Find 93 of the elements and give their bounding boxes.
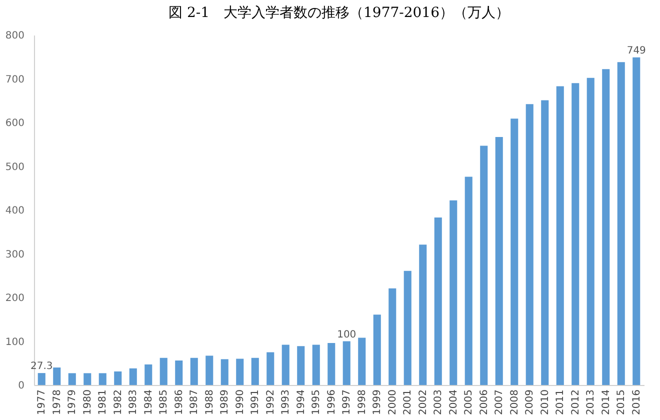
bar xyxy=(312,344,320,385)
x-tick-label: 1978 xyxy=(52,390,63,415)
chart-title: 図 2-1 大学入学者数の推移（1977-2016）（万人） xyxy=(168,5,510,21)
x-tick-label: 2005 xyxy=(464,390,475,415)
bar xyxy=(236,358,244,385)
bar xyxy=(98,373,106,385)
bar xyxy=(53,368,61,385)
x-tick-label: 2014 xyxy=(600,390,612,415)
y-tick-label: 400 xyxy=(5,206,24,216)
bar xyxy=(450,200,458,385)
x-tick-label: 1990 xyxy=(234,390,246,415)
y-tick-label: 500 xyxy=(5,162,24,173)
bar xyxy=(434,217,442,385)
y-tick-label: 100 xyxy=(5,336,24,348)
x-tick-label: 2015 xyxy=(616,390,628,415)
bar xyxy=(328,343,336,385)
x-tick-label: 1992 xyxy=(265,390,276,415)
bar xyxy=(266,352,274,385)
x-tick-label: 1987 xyxy=(189,390,200,415)
bar xyxy=(404,270,412,385)
data-label: 749 xyxy=(626,45,646,56)
y-tick-label: 700 xyxy=(5,74,24,86)
bar xyxy=(190,358,198,385)
bar xyxy=(282,344,290,385)
x-tick-label: 2008 xyxy=(509,390,520,415)
x-tick-label: 2012 xyxy=(570,390,582,415)
x-tick-label: 2009 xyxy=(524,390,536,415)
x-tick-label: 2011 xyxy=(555,390,566,415)
x-tick-label: 1983 xyxy=(128,390,140,415)
y-tick-label: 600 xyxy=(5,118,24,129)
x-tick-label: 2000 xyxy=(387,390,398,415)
bar xyxy=(602,69,610,385)
x-tick-label: 1996 xyxy=(326,390,338,415)
bar xyxy=(373,314,381,385)
bar xyxy=(84,373,92,385)
bar xyxy=(251,358,259,385)
x-tick-label: 2002 xyxy=(418,390,429,415)
x-tick-label: 1991 xyxy=(250,390,262,415)
x-tick-label: 2001 xyxy=(402,390,414,415)
bar xyxy=(358,338,366,385)
bar xyxy=(510,118,518,385)
data-label: 100 xyxy=(337,329,356,340)
bar xyxy=(617,62,625,385)
bar xyxy=(175,360,183,385)
bar xyxy=(541,100,549,385)
bar xyxy=(586,78,594,385)
y-tick-label: 0 xyxy=(18,380,24,392)
bar xyxy=(632,57,640,385)
x-tick-label: 1993 xyxy=(280,390,292,415)
x-tick-label: 1984 xyxy=(143,390,154,415)
x-tick-label: 2013 xyxy=(586,390,597,415)
x-tick-label: 1999 xyxy=(372,390,384,415)
bar xyxy=(220,359,228,385)
data-label: 27.3 xyxy=(30,361,53,372)
x-tick-label: 1998 xyxy=(356,390,368,415)
bar xyxy=(297,346,305,385)
x-tick-label: 1988 xyxy=(204,390,216,415)
x-tick-label: 1985 xyxy=(158,390,170,415)
bar xyxy=(526,104,534,385)
x-tick-label: 1979 xyxy=(67,390,78,415)
bar xyxy=(206,356,214,385)
x-tick-label: 1977 xyxy=(36,390,48,415)
bar xyxy=(144,364,152,385)
bar xyxy=(114,371,122,385)
bar xyxy=(464,176,472,385)
x-tick-label: 2006 xyxy=(478,390,490,415)
bar xyxy=(160,358,168,385)
bar xyxy=(68,373,76,385)
bar xyxy=(342,341,350,385)
x-tick-label: 1982 xyxy=(112,390,124,415)
x-tick-label: 1995 xyxy=(311,390,322,415)
x-tick-label: 2010 xyxy=(540,390,551,415)
x-tick-label: 2004 xyxy=(448,390,460,415)
bar xyxy=(480,146,488,385)
y-tick-label: 200 xyxy=(5,293,24,304)
x-tick-label: 1986 xyxy=(174,390,185,415)
x-tick-label: 1994 xyxy=(296,390,307,415)
bar xyxy=(572,83,580,385)
bar xyxy=(419,244,427,385)
bar xyxy=(388,288,396,385)
bar xyxy=(129,368,137,385)
x-tick-label: 2003 xyxy=(433,390,444,415)
y-tick-label: 800 xyxy=(5,30,24,42)
bar xyxy=(38,373,46,385)
x-tick-label: 2007 xyxy=(494,390,506,415)
x-tick-label: 1997 xyxy=(342,390,353,415)
x-tick-label: 2016 xyxy=(631,390,642,415)
x-tick-label: 1981 xyxy=(98,390,109,415)
y-tick-label: 300 xyxy=(5,249,24,260)
x-tick-label: 1989 xyxy=(220,390,231,415)
bar xyxy=(495,136,503,385)
bar xyxy=(556,86,564,385)
x-tick-label: 1980 xyxy=(82,390,94,415)
